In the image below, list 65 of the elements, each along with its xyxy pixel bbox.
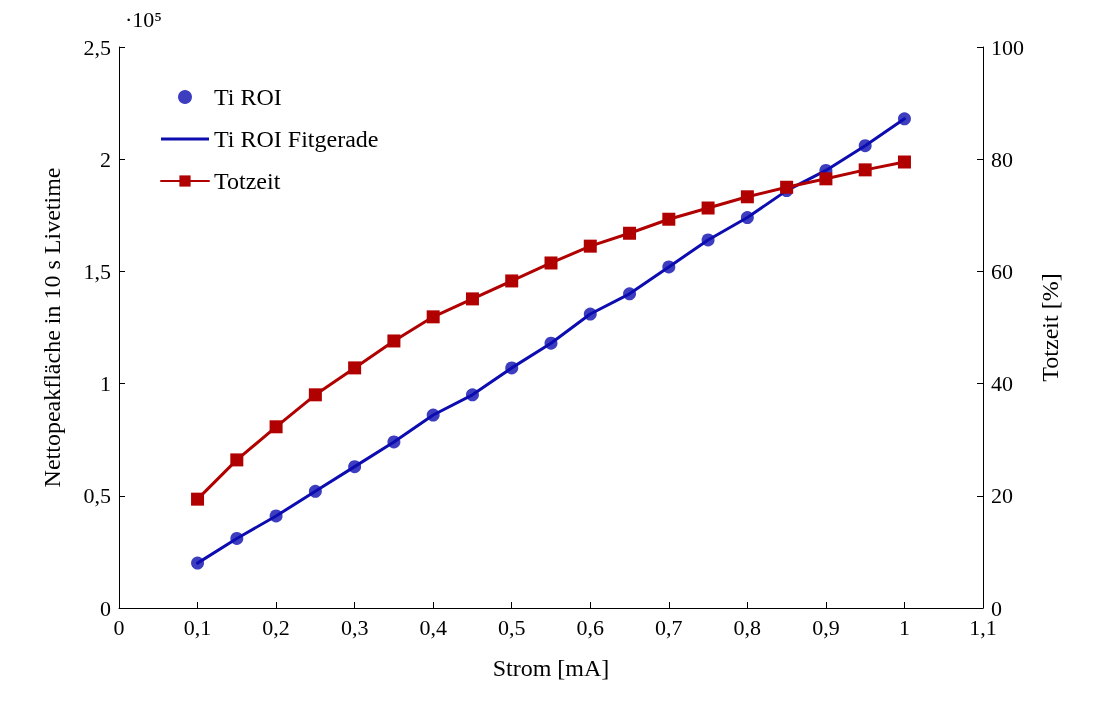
y2-tick-label: 0 xyxy=(991,595,1002,621)
y2-axis-title: Totzeit [%] xyxy=(1037,273,1063,382)
point xyxy=(348,361,362,375)
point xyxy=(740,190,754,204)
point xyxy=(897,155,911,169)
point xyxy=(465,388,479,402)
y-tick-label: 0 xyxy=(100,595,111,621)
x-tick-label: 0,8 xyxy=(733,614,762,640)
x-tick-label: 0,1 xyxy=(183,614,212,640)
point xyxy=(387,435,401,449)
point xyxy=(662,212,676,226)
x-tick-label: 0,2 xyxy=(262,614,290,640)
x-tick-label: 0,3 xyxy=(340,614,369,640)
point xyxy=(387,334,401,348)
y-tick-label: 2,5 xyxy=(83,34,111,60)
point xyxy=(583,239,597,253)
y-tick-label: 2 xyxy=(100,146,111,172)
x-tick-label: 1 xyxy=(898,614,910,640)
x-tick-label: 0,5 xyxy=(497,614,526,640)
point xyxy=(780,180,794,194)
point xyxy=(858,163,872,177)
point xyxy=(544,336,558,350)
y2-tick-label: 40 xyxy=(991,371,1013,397)
y2-tick-label: 60 xyxy=(991,258,1013,284)
point xyxy=(583,307,597,321)
legend-label: Ti ROI xyxy=(214,84,282,110)
point xyxy=(505,274,519,288)
point xyxy=(348,460,362,474)
y2-tick-label: 20 xyxy=(991,483,1013,509)
point xyxy=(269,509,283,523)
point xyxy=(819,172,833,186)
y-tick-label: 1 xyxy=(100,371,111,397)
legend-label: Totzeit xyxy=(214,168,281,194)
point xyxy=(740,211,754,225)
point xyxy=(269,420,283,434)
point xyxy=(230,531,244,545)
point xyxy=(505,361,519,375)
x-tick-label: 0,4 xyxy=(419,614,447,640)
point xyxy=(544,256,558,270)
x-tick-label: 0,7 xyxy=(655,614,683,640)
point xyxy=(191,556,205,570)
point xyxy=(858,139,872,153)
point xyxy=(426,310,440,324)
point xyxy=(465,292,479,306)
y2-tick-label: 80 xyxy=(991,146,1013,172)
point xyxy=(623,226,637,240)
point xyxy=(701,233,715,247)
text: ·10⁵ xyxy=(125,6,162,32)
x-tick-label: 0,6 xyxy=(576,614,605,640)
point xyxy=(308,484,322,498)
point xyxy=(308,388,322,402)
point xyxy=(662,260,676,274)
y2-tick-label: 100 xyxy=(991,34,1024,60)
y-tick-label: 0,5 xyxy=(83,483,111,509)
y-axis-title: Nettopeakfläche in 10 s Livetime xyxy=(39,167,65,488)
point xyxy=(230,453,244,467)
point xyxy=(623,287,637,301)
x-tick-label: 0,9 xyxy=(812,614,840,640)
point xyxy=(426,408,440,422)
legend-label: Ti ROI Fitgerade xyxy=(214,126,379,152)
point xyxy=(897,112,911,126)
point xyxy=(191,492,205,506)
point xyxy=(701,201,715,215)
x-axis-title: Strom [mA] xyxy=(492,655,610,681)
y-tick-label: 1,5 xyxy=(83,258,111,284)
